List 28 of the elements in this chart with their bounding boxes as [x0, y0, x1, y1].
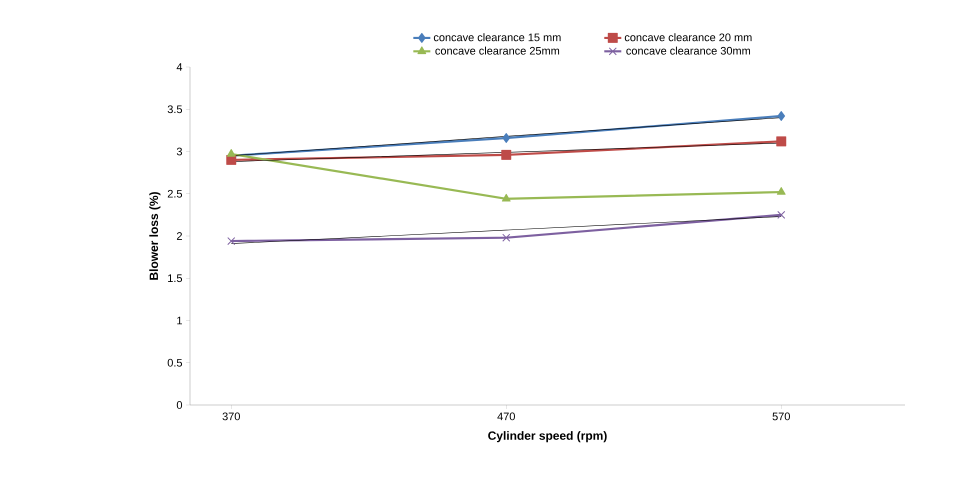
point: [502, 194, 511, 202]
y-axis-title: Blower loss (%): [149, 192, 160, 280]
y-tick-label: 1: [177, 316, 182, 324]
point: [502, 234, 510, 242]
point: [777, 210, 786, 219]
point: [226, 149, 236, 157]
y-tick-label: 4: [176, 63, 182, 71]
point: [776, 187, 786, 195]
x-tick-label: 370: [222, 412, 240, 420]
point: [502, 132, 510, 143]
y-tick-label: 3: [176, 148, 182, 156]
legend-label: concave clearance 30mm: [626, 46, 750, 55]
point: [227, 237, 236, 246]
point: [501, 150, 512, 160]
x-tick-label: 570: [772, 412, 790, 420]
legend-label: concave clearance 25mm: [435, 46, 560, 55]
y-tick-label: 2: [176, 232, 182, 240]
legend-label: concave clearance 20 mm: [624, 33, 752, 42]
legend-label: concave clearance 15 mm: [434, 33, 561, 42]
x-tick-label: 470: [497, 412, 515, 420]
y-tick-label: 2.5: [168, 190, 182, 198]
y-tick-label: 3.5: [168, 105, 182, 114]
y-tick-label: 0.5: [168, 358, 182, 367]
x-axis-title: Cylinder speed (rpm): [488, 431, 607, 442]
y-tick-label: 0: [176, 401, 182, 409]
point: [776, 136, 786, 146]
y-tick-label: 1.5: [168, 274, 182, 282]
point: [777, 111, 786, 121]
